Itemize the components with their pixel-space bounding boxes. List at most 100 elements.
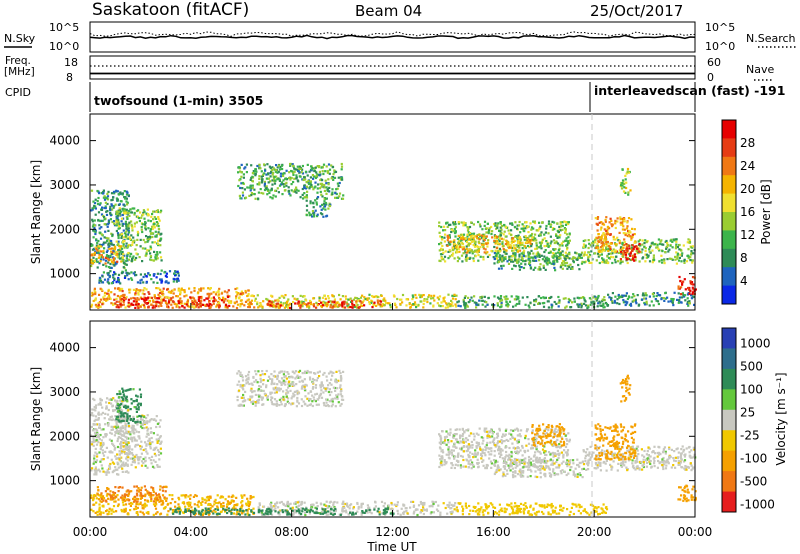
heatmap-cell (252, 295, 255, 298)
heatmap-cell (341, 509, 344, 512)
heatmap-cell (549, 225, 552, 228)
heatmap-cell (437, 504, 440, 507)
heatmap-cell (528, 262, 531, 265)
heatmap-cell (367, 297, 371, 300)
heatmap-cell (132, 497, 135, 500)
heatmap-cell (128, 221, 131, 224)
heatmap-cell (627, 229, 630, 233)
heatmap-cell (198, 512, 201, 515)
heatmap-cell (152, 487, 155, 490)
heatmap-cell (612, 235, 615, 238)
heatmap-cell (148, 292, 151, 295)
heatmap-cell (595, 299, 598, 302)
heatmap-cell (100, 213, 104, 216)
heatmap-cell (432, 511, 435, 514)
heatmap-cell (238, 179, 241, 182)
heatmap-cell (518, 300, 521, 303)
heatmap-cell (298, 513, 301, 516)
heatmap-cell (114, 261, 117, 264)
heatmap-cell (287, 189, 290, 192)
heatmap-cell (549, 244, 552, 247)
heatmap-cell (527, 244, 530, 248)
heatmap-cell (113, 222, 116, 225)
heatmap-cell (602, 233, 605, 236)
heatmap-cell (236, 287, 239, 290)
heatmap-cell (135, 244, 138, 247)
heatmap-cell (360, 513, 363, 516)
heatmap-cell (266, 188, 269, 191)
heatmap-cell (561, 250, 564, 253)
heatmap-cell (499, 226, 502, 229)
heatmap-cell (533, 259, 536, 262)
colorbar-segment (722, 267, 736, 287)
heatmap-cell (110, 302, 113, 305)
heatmap-cell (618, 239, 621, 243)
heatmap-cell (118, 296, 121, 299)
heatmap-cell (188, 287, 191, 290)
heatmap-cell (241, 194, 245, 197)
heatmap-cell (508, 255, 511, 258)
heatmap-cell (203, 498, 206, 501)
heatmap-cell (514, 265, 517, 268)
heatmap-cell (626, 220, 629, 223)
heatmap-cell (119, 250, 123, 253)
heatmap-cell (608, 227, 611, 230)
heatmap-cell (120, 288, 123, 291)
heatmap-cell (468, 233, 471, 237)
heatmap-cell (144, 241, 147, 244)
heatmap-cell (633, 255, 637, 258)
heatmap-cell (556, 222, 559, 225)
heatmap-cell (326, 171, 329, 174)
heatmap-cell (291, 509, 294, 512)
heatmap-cell (147, 491, 150, 494)
heatmap-cell (270, 513, 274, 516)
heatmap-cell (499, 221, 502, 224)
heatmap-cell (110, 291, 113, 294)
heatmap-cell (115, 219, 118, 222)
heatmap-cell (487, 297, 490, 300)
heatmap-cell (543, 255, 546, 258)
heatmap-cell (97, 196, 100, 200)
heatmap-cell (237, 171, 240, 174)
heatmap-cell (527, 240, 530, 243)
heatmap-cell (529, 264, 532, 267)
heatmap-cell (207, 496, 210, 499)
heatmap-cell (278, 296, 281, 299)
heatmap-cell (616, 217, 619, 220)
heatmap-cell (666, 258, 669, 261)
heatmap-cell (269, 175, 272, 178)
heatmap-cell (254, 168, 257, 171)
heatmap-cell (518, 253, 521, 256)
heatmap-cell (209, 303, 212, 306)
power-colorbar-label: Power [dB] (759, 179, 773, 244)
heatmap-cell (164, 301, 168, 304)
heatmap-cell (323, 205, 327, 208)
heatmap-cell (132, 303, 135, 306)
heatmap-cell (291, 506, 294, 509)
heatmap-cell (661, 261, 664, 264)
heatmap-cell (405, 304, 408, 307)
heatmap-cell (606, 240, 609, 244)
heatmap-cell (99, 231, 102, 234)
heatmap-cell (530, 249, 533, 252)
heatmap-cell (672, 304, 675, 307)
heatmap-cell (460, 237, 463, 240)
heatmap-cell (305, 181, 308, 184)
heatmap-cell (292, 190, 295, 193)
heatmap-cell (314, 209, 317, 212)
heatmap-cell (345, 504, 349, 507)
heatmap-cell (268, 165, 271, 168)
heatmap-cell (132, 296, 135, 300)
heatmap-cell (557, 305, 560, 308)
heatmap-cell (289, 194, 292, 197)
heatmap-cell (461, 246, 464, 249)
heatmap-cell (303, 176, 306, 179)
heatmap-cell (297, 189, 300, 192)
heatmap-cell (626, 251, 629, 254)
heatmap-cell (96, 251, 99, 255)
heatmap-cell (114, 495, 117, 498)
heatmap-cell (482, 244, 485, 247)
heatmap-cell (134, 248, 137, 251)
heatmap-cell (168, 299, 171, 302)
heatmap-cell (532, 236, 535, 239)
